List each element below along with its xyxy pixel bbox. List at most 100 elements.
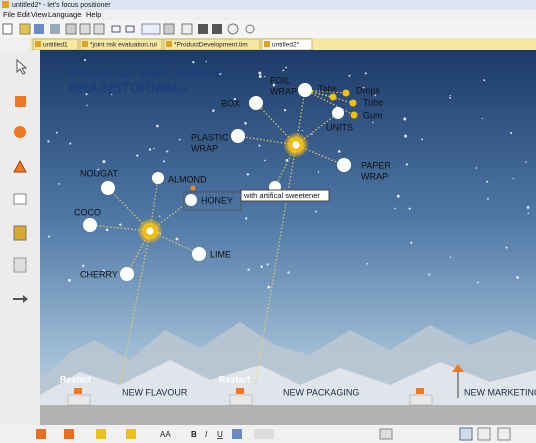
star <box>106 228 109 231</box>
idea-node[interactable] <box>351 112 358 119</box>
tab-label[interactable]: untitled2* <box>272 42 300 49</box>
idea-node[interactable] <box>332 107 344 119</box>
star <box>56 132 58 134</box>
idea-node[interactable] <box>343 90 350 97</box>
star <box>258 144 260 146</box>
idea-node[interactable] <box>298 83 312 97</box>
star <box>282 69 284 71</box>
star <box>506 247 508 249</box>
star <box>394 208 396 210</box>
app-window: untitled2* - let's focus positioner File… <box>0 0 536 443</box>
star <box>302 130 303 131</box>
text-tool[interactable] <box>14 194 26 204</box>
star <box>421 138 423 140</box>
node-label: Gum <box>363 110 383 120</box>
tab-label[interactable]: *joint risk evaluation.rul <box>90 42 157 49</box>
star <box>410 242 412 244</box>
idea-node[interactable] <box>350 100 357 107</box>
star <box>264 76 265 77</box>
star <box>264 160 266 162</box>
star <box>82 265 84 267</box>
canvas-title: BRAINSTORMING <box>68 80 188 96</box>
star <box>315 211 317 213</box>
star <box>166 150 168 152</box>
idea-node[interactable] <box>120 267 134 281</box>
image-tool-2[interactable] <box>14 258 26 272</box>
star <box>86 105 87 106</box>
milestone-base <box>230 395 252 405</box>
star <box>153 148 154 149</box>
star <box>487 198 489 200</box>
star <box>284 109 286 111</box>
node-label: UNITS <box>326 122 353 132</box>
star <box>244 122 247 125</box>
format-toolbar: AA B I U <box>0 425 536 443</box>
canvas: PRODUCT RE-LAUNCH BRAINSTORMING FOILWRAP… <box>40 50 536 425</box>
star <box>449 97 451 99</box>
menu-bar: FileEditViewLanguage Help <box>3 10 101 19</box>
star <box>525 161 527 163</box>
rect-tool[interactable] <box>15 96 26 107</box>
star <box>69 143 71 145</box>
node-label: WRAP <box>191 143 218 153</box>
tab-icon <box>264 41 270 47</box>
star <box>68 279 71 282</box>
circle-tool[interactable] <box>14 126 26 138</box>
idea-node[interactable] <box>83 218 97 232</box>
star <box>102 160 105 163</box>
menu-item[interactable]: Language <box>48 10 81 19</box>
idea-node[interactable] <box>192 247 206 261</box>
tab-label[interactable]: *ProductDevelopment.tim <box>174 42 248 49</box>
tab-bar: untitled1 *joint risk evaluation.rul *Prod… <box>30 38 536 50</box>
star <box>477 282 479 284</box>
idea-node[interactable] <box>330 94 337 101</box>
node-label: WRAP <box>270 86 297 96</box>
tooltip: with artifical sweetener <box>243 191 320 200</box>
node-label: HONEY <box>201 195 233 205</box>
menu-item[interactable]: File <box>3 10 15 19</box>
milestone-base <box>68 395 90 405</box>
star <box>179 139 181 141</box>
star <box>247 268 249 270</box>
node-label: Tabs <box>318 83 338 93</box>
node-label: BOX <box>221 98 240 108</box>
star <box>516 276 519 279</box>
milestone-flag <box>74 388 82 394</box>
bold-button[interactable]: B <box>191 430 197 439</box>
idea-node[interactable] <box>185 194 197 206</box>
star <box>192 61 194 63</box>
idea-node[interactable] <box>337 158 351 172</box>
font-size-button[interactable]: AA <box>160 430 171 439</box>
idea-node[interactable] <box>249 96 263 110</box>
idea-node[interactable] <box>101 181 115 195</box>
hub <box>291 140 301 150</box>
menu-item[interactable]: View <box>31 10 48 19</box>
idea-node[interactable] <box>231 129 245 143</box>
node-label: PAPER <box>361 160 391 170</box>
node-label: Drops <box>356 85 381 95</box>
star <box>450 257 451 258</box>
star <box>404 135 407 138</box>
star <box>486 181 488 183</box>
star <box>149 148 151 150</box>
marker <box>191 186 196 191</box>
image-tool[interactable] <box>14 226 26 240</box>
star <box>428 273 430 275</box>
star <box>258 72 261 75</box>
menu-item[interactable]: Help <box>86 10 101 19</box>
star <box>482 118 483 119</box>
node-label: FOIL <box>270 75 290 85</box>
milestone-base <box>410 395 432 405</box>
star <box>318 171 320 173</box>
hub <box>145 226 155 236</box>
star <box>403 118 406 121</box>
milestone-flag <box>416 388 424 394</box>
node-label: Tube <box>363 97 383 107</box>
tab-label[interactable]: untitled1 <box>43 42 68 49</box>
underline-button[interactable]: U <box>217 430 223 439</box>
tab-icon <box>166 41 172 47</box>
star <box>159 216 160 217</box>
menu-item[interactable]: Edit <box>17 10 31 19</box>
star <box>406 163 408 165</box>
idea-node[interactable] <box>152 172 164 184</box>
